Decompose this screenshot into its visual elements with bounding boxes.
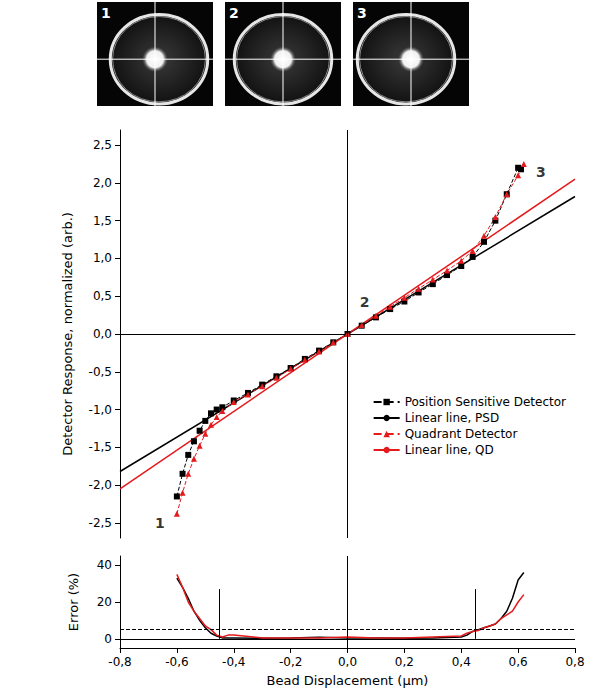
svg-text:1: 1 [155, 515, 165, 531]
svg-text:Position Sensitive Detector: Position Sensitive Detector [405, 395, 566, 409]
svg-text:Linear line, QD: Linear line, QD [405, 443, 494, 457]
svg-text:2,5: 2,5 [93, 138, 112, 152]
svg-text:0,6: 0,6 [509, 655, 528, 669]
svg-text:0,8: 0,8 [565, 655, 584, 669]
svg-text:Bead Displacement (µm): Bead Displacement (µm) [267, 673, 429, 688]
svg-text:-1,0: -1,0 [89, 403, 112, 417]
svg-text:0,2: 0,2 [395, 655, 414, 669]
svg-text:1: 1 [101, 5, 111, 21]
svg-text:-0,5: -0,5 [89, 365, 112, 379]
svg-text:2: 2 [229, 5, 239, 21]
svg-text:Linear line, PSD: Linear line, PSD [405, 411, 500, 425]
svg-text:-0,8: -0,8 [108, 655, 131, 669]
svg-text:Quadrant Detector: Quadrant Detector [405, 427, 518, 441]
svg-text:3: 3 [536, 164, 546, 180]
svg-text:-2,0: -2,0 [89, 478, 112, 492]
svg-text:1,0: 1,0 [93, 251, 112, 265]
svg-text:0,5: 0,5 [93, 289, 112, 303]
svg-text:40: 40 [97, 558, 112, 572]
svg-text:2,0: 2,0 [93, 176, 112, 190]
svg-text:-0,4: -0,4 [222, 655, 245, 669]
svg-text:-0,2: -0,2 [279, 655, 302, 669]
svg-text:0: 0 [104, 632, 112, 646]
svg-text:0,4: 0,4 [452, 655, 471, 669]
svg-text:0,0: 0,0 [338, 655, 357, 669]
svg-text:3: 3 [357, 5, 367, 21]
svg-text:-2,5: -2,5 [89, 516, 112, 530]
svg-text:-1,5: -1,5 [89, 440, 112, 454]
svg-text:1,5: 1,5 [93, 214, 112, 228]
svg-text:2: 2 [360, 294, 370, 310]
svg-text:Detector Response, normalized: Detector Response, normalized (arb.) [60, 212, 75, 456]
svg-text:20: 20 [97, 595, 112, 609]
svg-text:Error (%): Error (%) [66, 573, 81, 631]
svg-text:-0,6: -0,6 [165, 655, 188, 669]
svg-text:0,0: 0,0 [93, 327, 112, 341]
